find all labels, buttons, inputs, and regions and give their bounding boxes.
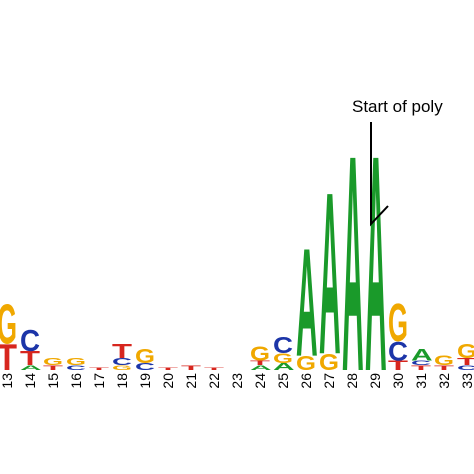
position-label: 24: [252, 373, 268, 389]
logo-letter-T: T: [250, 360, 271, 367]
position-label: 20: [160, 373, 176, 389]
logo-letter-G: G: [319, 350, 339, 376]
logo-letter-C: C: [388, 336, 408, 366]
logo-letter-C: C: [411, 360, 431, 367]
logo-letter-C: C: [135, 361, 155, 372]
logo-letter-G: G: [250, 342, 270, 365]
logo-letter-T: T: [411, 364, 432, 371]
logo-letter-T: T: [388, 358, 408, 373]
position-label: 31: [413, 373, 429, 389]
position-label: 26: [298, 373, 314, 389]
position-label: 28: [344, 373, 360, 389]
position-label: 27: [321, 373, 337, 389]
logo-letter-T: T: [457, 356, 474, 367]
position-label: 33: [459, 373, 474, 389]
logo-letter-G: G: [0, 293, 17, 356]
position-label: 14: [22, 373, 38, 389]
logo-letter-G: G: [296, 352, 316, 375]
position-label: 29: [367, 373, 383, 389]
logo-letter-T: T: [89, 367, 109, 371]
logo-letter-A: A: [273, 361, 295, 372]
position-label: 16: [68, 373, 84, 389]
position-label: 13: [0, 373, 15, 389]
logo-letter-T: T: [181, 364, 202, 371]
position-label: 15: [45, 373, 61, 389]
logo-letter-T: T: [112, 339, 132, 362]
logo-letter-A: A: [296, 215, 318, 389]
logo-letter-T: T: [43, 364, 64, 371]
logo-letter-T: T: [0, 337, 17, 378]
logo-letter-T: T: [158, 367, 178, 371]
position-label: 22: [206, 373, 222, 389]
position-label: 32: [436, 373, 452, 389]
logo-letter-G: G: [112, 364, 132, 371]
position-label: 23: [229, 373, 245, 389]
logo-letter-C: C: [66, 364, 86, 371]
logo-letter-A: A: [411, 346, 433, 365]
position-labels: 13 14 15 16 17 18 19 20 21 22 23 24 25 26 27 28 29 30 31 32…: [0, 373, 474, 389]
position-label: 19: [137, 373, 153, 389]
annotation-label: Start of poly: [352, 97, 443, 116]
logo-letter-C: C: [273, 333, 293, 359]
logo-letter-C: C: [20, 325, 40, 358]
logo-letter-G: G: [457, 340, 474, 363]
logo-letter-G: G: [66, 356, 86, 367]
position-label: 17: [91, 373, 107, 389]
logo-letter-G: G: [135, 345, 155, 368]
position-label: 21: [183, 373, 199, 389]
annotation-pointer: [370, 122, 389, 227]
position-label: 30: [390, 373, 406, 389]
logo-letter-T: T: [20, 347, 40, 370]
logo-letter-A: A: [20, 364, 42, 372]
logo-letter-G: G: [43, 356, 63, 367]
logo-letter-G: G: [273, 351, 293, 366]
position-label: 25: [275, 373, 291, 389]
position-label: 18: [114, 373, 130, 389]
logo-letter-G: G: [434, 353, 454, 368]
logo-letter-T: T: [434, 364, 455, 371]
logo-letter-C: C: [457, 364, 474, 371]
logo-letter-A: A: [319, 144, 341, 402]
logo-letter-A: A: [342, 93, 364, 436]
logo-letter-T: T: [204, 367, 224, 371]
logo-letter-G: G: [388, 293, 408, 353]
logo-letter-A: A: [250, 364, 272, 372]
logo-letter-C: C: [112, 357, 132, 368]
